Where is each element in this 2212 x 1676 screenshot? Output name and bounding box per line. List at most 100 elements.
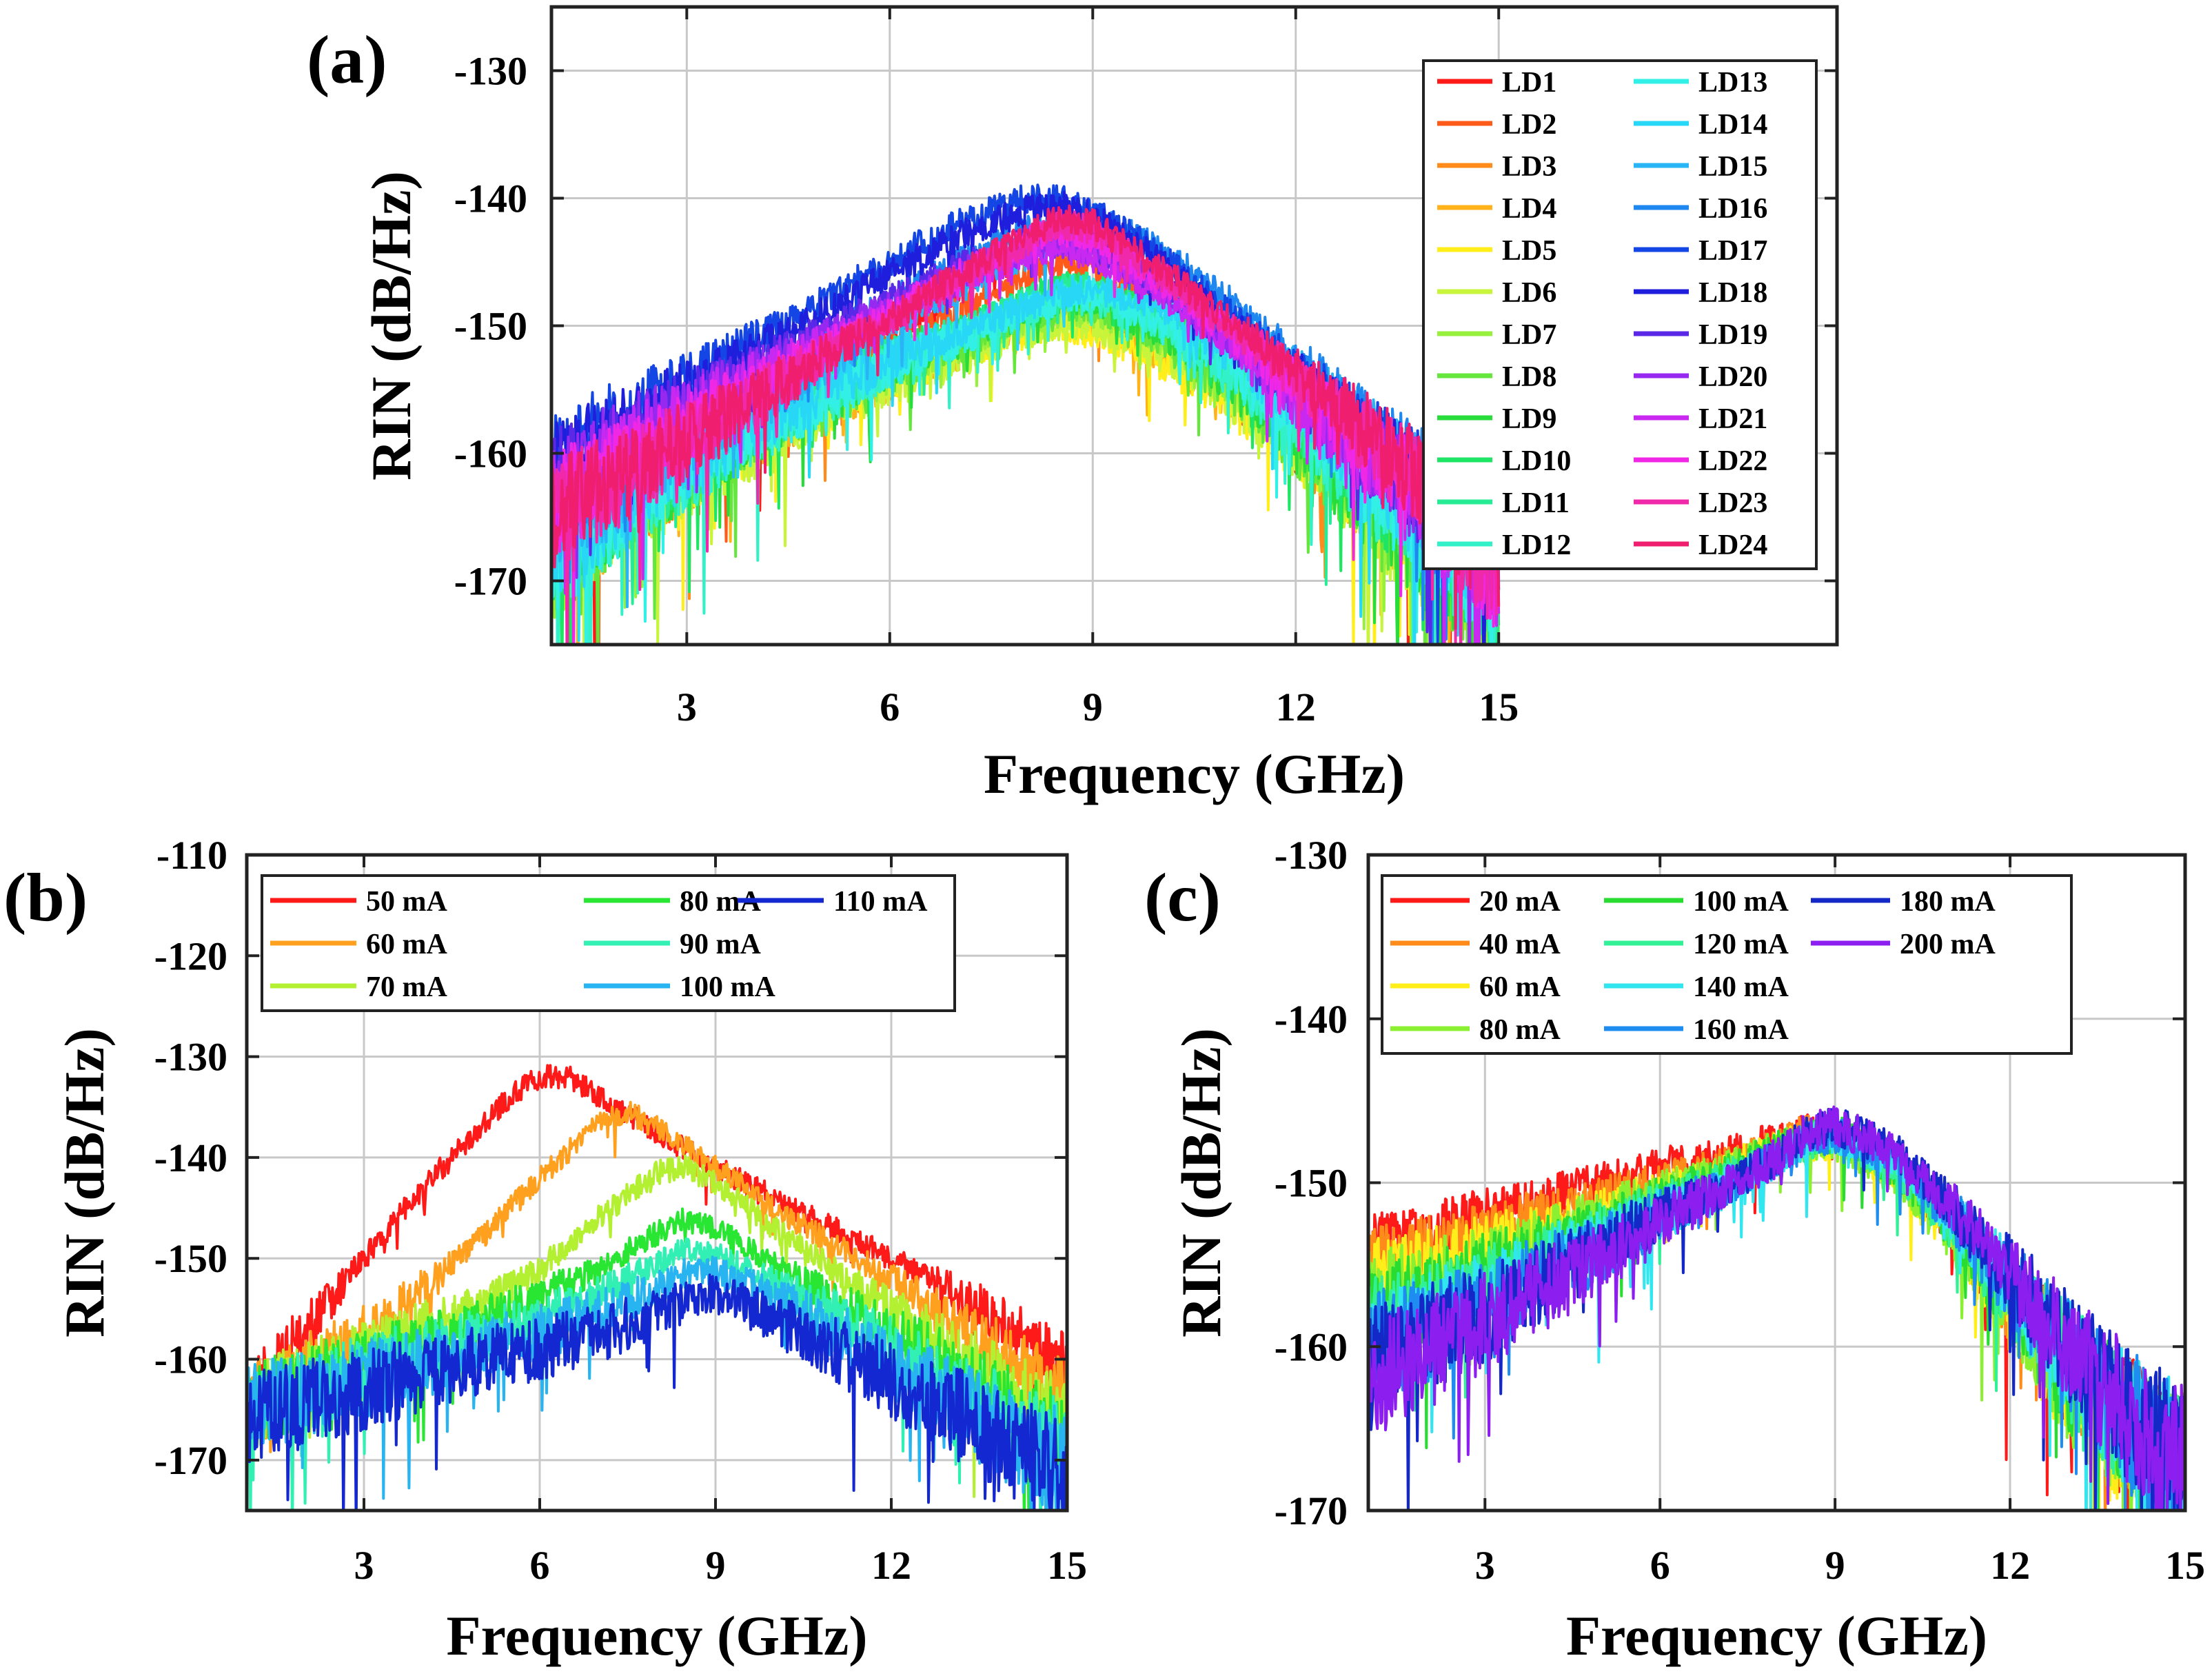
legend-item: 40 mA [1390,929,1561,960]
y-tick-label: -170 [1275,1488,1348,1533]
legend-label: LD3 [1502,151,1556,183]
legend-item: LD12 [1437,529,1571,561]
legend-label: 20 mA [1479,886,1561,918]
series-line [551,204,1501,630]
legend-item: 50 mA [270,886,447,918]
legend-label: LD13 [1698,67,1767,99]
x-tick-label: 3 [677,685,697,729]
legend-label: LD23 [1698,487,1767,519]
panel-label: (a) [307,21,387,98]
legend-item: LD8 [1437,361,1556,393]
legend-label: 110 mA [833,886,928,918]
x-tick-label: 15 [2165,1543,2205,1588]
x-axis-label: Frequency (GHz) [1566,1604,1987,1667]
legend-label: 70 mA [366,971,447,1003]
legend-label: 90 mA [680,929,761,960]
x-tick-label: 6 [880,685,900,729]
legend-label: LD22 [1698,445,1767,477]
legend-item: 80 mA [1390,1014,1561,1046]
legend-item: LD14 [1634,109,1767,141]
legend-item: 100 mA [1604,886,1789,918]
y-tick-label: -170 [154,1438,227,1483]
legend-item: LD17 [1634,235,1767,267]
y-tick-label: -150 [454,304,527,349]
legend-item: 20 mA [1390,886,1561,918]
legend-label: LD2 [1502,109,1556,141]
legend-item: LD11 [1437,487,1570,519]
legend-item: 100 mA [584,971,775,1003]
y-tick-label: -160 [454,432,527,476]
y-tick-label: -110 [156,833,227,878]
legend-item: 200 mA [1811,929,1996,960]
y-tick-label: -130 [154,1035,227,1080]
legend-label: LD6 [1502,277,1556,309]
y-tick-label: -150 [1275,1161,1348,1206]
legend-item: 120 mA [1604,929,1789,960]
y-tick-label: -150 [154,1236,227,1281]
legend-item: 140 mA [1604,971,1789,1003]
legend-label: LD19 [1698,319,1767,351]
axes-frame [245,853,1069,1513]
legend-label: 60 mA [366,929,447,960]
y-tick-label: -140 [454,176,527,221]
legend-label: 40 mA [1479,929,1561,960]
x-tick-label: 12 [1276,685,1316,729]
y-tick-label: -140 [1275,997,1348,1042]
series-line [1368,1115,2185,1511]
panel-c: 3 6 9 12 15 -130 -140 -150 -160 -170 Frequency (GH… [1144,833,2205,1667]
legend-item: LD10 [1437,445,1571,477]
legend-label: LD12 [1502,529,1571,561]
legend-label: 180 mA [1900,886,1996,918]
legend-label: LD10 [1502,445,1571,477]
plot-area [247,1064,1067,1511]
legend-item: 60 mA [270,929,447,960]
legend-label: LD16 [1698,193,1767,225]
x-tick-label: 9 [706,1543,726,1588]
legend-label: 160 mA [1693,1014,1789,1046]
legend-item: 70 mA [270,971,447,1003]
legend-item: LD4 [1437,193,1556,225]
series-line [247,1255,1067,1511]
y-tick-label: -160 [154,1337,227,1382]
legend-label: LD9 [1502,403,1556,435]
y-tick-label: -120 [154,933,227,978]
legend-label: 50 mA [366,886,447,918]
legend-label: LD8 [1502,361,1556,393]
legend-label: LD21 [1698,403,1767,435]
legend-item: LD24 [1634,529,1767,561]
panel-label: (c) [1144,859,1221,936]
legend-label: 140 mA [1693,971,1789,1003]
legend-box [1422,59,1818,570]
x-tick-label: 15 [1047,1543,1087,1588]
legend-label: 120 mA [1693,929,1789,960]
legend-item: 90 mA [584,929,761,960]
x-axis-label: Frequency (GHz) [446,1604,867,1667]
legend-item: 60 mA [1390,971,1561,1003]
legend: 20 mA 40 mA 60 mA 80 mA 100 mA 120 mA 140 mA 16… [1381,874,2073,1055]
x-tick-label: 9 [1825,1543,1845,1588]
legend-label: LD14 [1698,109,1767,141]
y-tick-label: -170 [454,559,527,604]
series-line [247,1273,1067,1511]
legend-label: LD5 [1502,235,1556,267]
legend-item: LD3 [1437,151,1556,183]
legend-label: 80 mA [1479,1014,1561,1046]
legend-item: LD23 [1634,487,1767,519]
y-axis-label: RIN (dB/Hz) [360,171,423,481]
legend-item: 180 mA [1811,886,1996,918]
legend-label: LD24 [1698,529,1767,561]
legend-label: 100 mA [1693,886,1789,918]
legend-label: LD15 [1698,151,1767,183]
legend-item: LD1 [1437,67,1556,99]
legend-item: LD15 [1634,151,1767,183]
legend-label: LD18 [1698,277,1767,309]
series-line [247,1064,1067,1454]
legend-item: LD20 [1634,361,1767,393]
legend-item: LD19 [1634,319,1767,351]
y-axis-label: RIN (dB/Hz) [53,1028,116,1337]
legend-label: LD4 [1502,193,1556,225]
y-axis-label: RIN (dB/Hz) [1170,1028,1232,1337]
x-tick-label: 3 [1475,1543,1495,1588]
